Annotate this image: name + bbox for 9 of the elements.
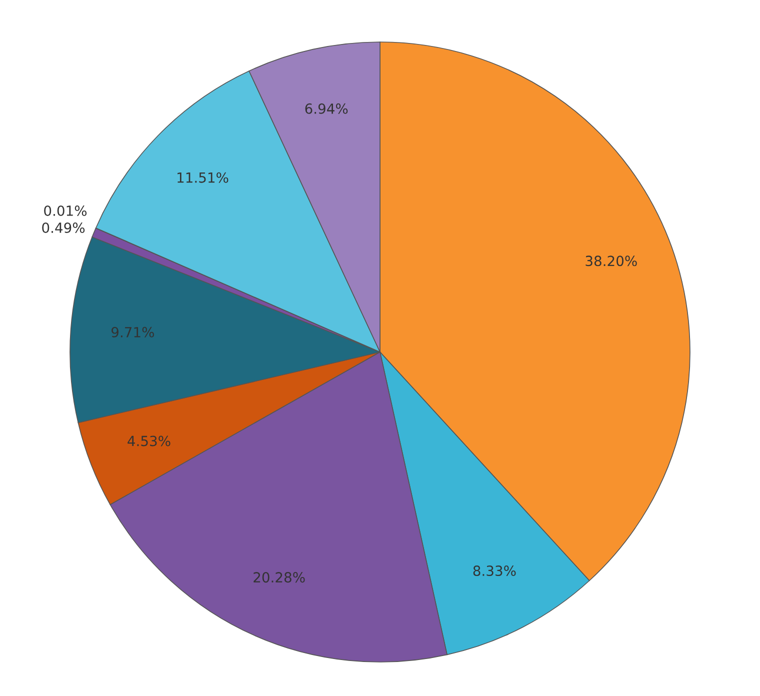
data-label: 0.49%	[42, 222, 85, 234]
data-label: 0.01%	[44, 205, 87, 216]
data-label: 20.28%	[254, 572, 305, 583]
data-label: 38.20%	[586, 256, 637, 266]
data-label: 9.71%	[112, 326, 154, 338]
data-label: 4.53%	[128, 436, 170, 446]
data-label: 8.33%	[473, 566, 516, 576]
data-label: 6.94%	[305, 103, 348, 114]
data-label: 11.51%	[178, 172, 228, 183]
